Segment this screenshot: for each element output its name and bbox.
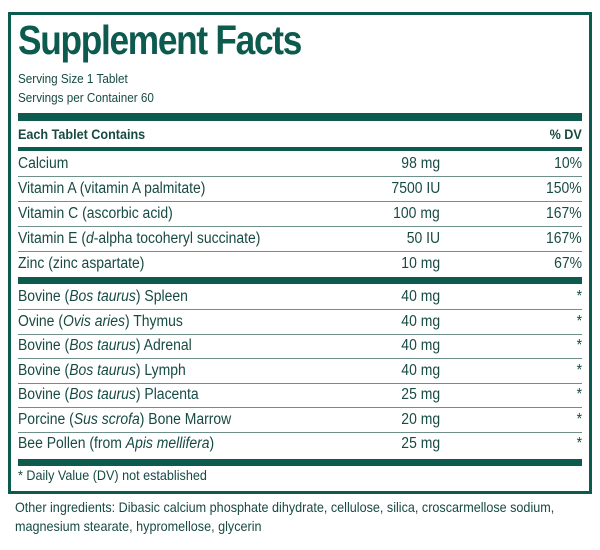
ingredient-name: Vitamin C (ascorbic acid) [18, 202, 173, 226]
table-row: Bovine (Bos taurus) Placenta 25 mg * [18, 383, 582, 408]
latin-name: Apis mellifera [125, 435, 210, 452]
daily-value: * [576, 410, 582, 428]
ingredient-name: Vitamin A (vitamin A palmitate) [18, 177, 205, 201]
latin-name: d [85, 230, 94, 247]
amount: 40 mg [401, 361, 440, 379]
footnote: * Daily Value (DV) not established [18, 467, 207, 483]
name-text: ) [209, 435, 215, 452]
ingredient-name: Ovine (Ovis aries) Thymus [18, 310, 183, 334]
daily-value: * [576, 337, 582, 354]
name-text: ) Lymph [135, 361, 186, 379]
table-row: Vitamin E (d-alpha tocoheryl succinate) 5… [18, 227, 582, 252]
table-row: Vitamin A (vitamin A palmitate) 7500 IU 15… [18, 177, 582, 202]
amount: 7500 IU [391, 180, 440, 197]
ingredient-name: Porcine (Sus scrofa) Bone Marrow [18, 408, 231, 432]
daily-value: * [576, 312, 582, 330]
name-text: Bee Pollen (from [18, 435, 126, 452]
name-text: Bovine ( [18, 288, 70, 305]
table-row: Bovine (Bos taurus) Lymph 40 mg * [18, 359, 582, 384]
daily-value: * [576, 361, 582, 379]
ingredient-name: Bovine (Bos taurus) Spleen [18, 285, 188, 309]
name-text: Calcium [18, 155, 69, 172]
header-left: Each Tablet Contains [18, 126, 146, 142]
amount: 25 mg [401, 386, 440, 403]
table-row: Porcine (Sus scrofa) Bone Marrow 20 mg * [18, 408, 582, 433]
name-text: ) Thymus [124, 312, 183, 330]
amount: 100 mg [393, 205, 440, 222]
amount: 40 mg [401, 337, 440, 354]
name-text: -alpha tocoheryl succinate) [93, 230, 261, 247]
table-row: Calcium 98 mg 10% [18, 152, 582, 177]
table-row: Vitamin C (ascorbic acid) 100 mg 167% [18, 202, 582, 227]
ingredient-name: Bovine (Bos taurus) Lymph [18, 359, 186, 383]
thick-divider [18, 113, 582, 121]
name-text: ) Bone Marrow [139, 410, 232, 428]
latin-name: Ovis aries [62, 312, 125, 330]
table-row: Zinc (zinc aspartate) 10 mg 67% [18, 252, 582, 276]
amount: 98 mg [401, 155, 440, 172]
name-text: Ovine ( [18, 312, 63, 330]
amount: 10 mg [401, 255, 440, 272]
table-header: Each Tablet Contains % DV [18, 122, 582, 146]
ingredient-name: Vitamin E (d-alpha tocoheryl succinate) [18, 227, 260, 251]
daily-value: 10% [554, 155, 582, 172]
name-text: ) Placenta [135, 386, 199, 403]
medium-divider [18, 147, 582, 151]
servings-per-container: Servings per Container 60 [18, 90, 154, 105]
supplement-facts-panel: Supplement Facts Serving Size 1 Tablet S… [8, 12, 592, 494]
ingredient-name: Calcium [18, 152, 68, 176]
daily-value: * [576, 288, 582, 305]
name-text: Porcine ( [18, 410, 74, 428]
latin-name: Bos taurus [69, 337, 136, 354]
daily-value: 167% [546, 230, 582, 247]
name-text: Bovine ( [18, 361, 70, 379]
table-row: Bee Pollen (from Apis mellifera) 25 mg * [18, 432, 582, 456]
daily-value: 67% [554, 255, 582, 272]
ingredient-name: Bee Pollen (from Apis mellifera) [18, 432, 214, 456]
latin-name: Bos taurus [69, 288, 136, 305]
amount: 40 mg [401, 288, 440, 305]
thick-divider [18, 459, 582, 466]
daily-value: 150% [546, 180, 582, 197]
ingredient-name: Zinc (zinc aspartate) [18, 252, 144, 276]
amount: 40 mg [401, 312, 440, 330]
ingredient-name: Bovine (Bos taurus) Adrenal [18, 334, 192, 358]
panel-title: Supplement Facts [18, 17, 302, 63]
table-row: Ovine (Ovis aries) Thymus 40 mg * [18, 310, 582, 335]
name-text: Vitamin A (vitamin A palmitate) [18, 180, 206, 197]
thick-divider [18, 277, 582, 284]
name-text: Zinc (zinc aspartate) [18, 255, 145, 272]
amount: 20 mg [401, 410, 440, 428]
header-dv: % DV [549, 126, 582, 142]
table-row: Bovine (Bos taurus) Spleen 40 mg * [18, 285, 582, 310]
latin-name: Bos taurus [69, 386, 136, 403]
other-ingredients: Other ingredients: Dibasic calcium phosp… [15, 499, 555, 534]
name-text: Bovine ( [18, 337, 70, 354]
name-text: Vitamin E ( [18, 230, 86, 247]
latin-name: Bos taurus [69, 361, 136, 379]
daily-value: 167% [546, 205, 582, 222]
name-text: ) Adrenal [135, 337, 192, 354]
daily-value: * [576, 386, 582, 403]
name-text: ) Spleen [135, 288, 188, 305]
daily-value: * [576, 435, 582, 452]
latin-name: Sus scrofa [73, 410, 140, 428]
table-row: Bovine (Bos taurus) Adrenal 40 mg * [18, 334, 582, 359]
ingredient-name: Bovine (Bos taurus) Placenta [18, 383, 199, 407]
amount: 25 mg [401, 435, 440, 452]
serving-size: Serving Size 1 Tablet [18, 71, 128, 86]
name-text: Vitamin C (ascorbic acid) [18, 205, 173, 222]
amount: 50 IU [406, 230, 440, 247]
name-text: Bovine ( [18, 386, 70, 403]
